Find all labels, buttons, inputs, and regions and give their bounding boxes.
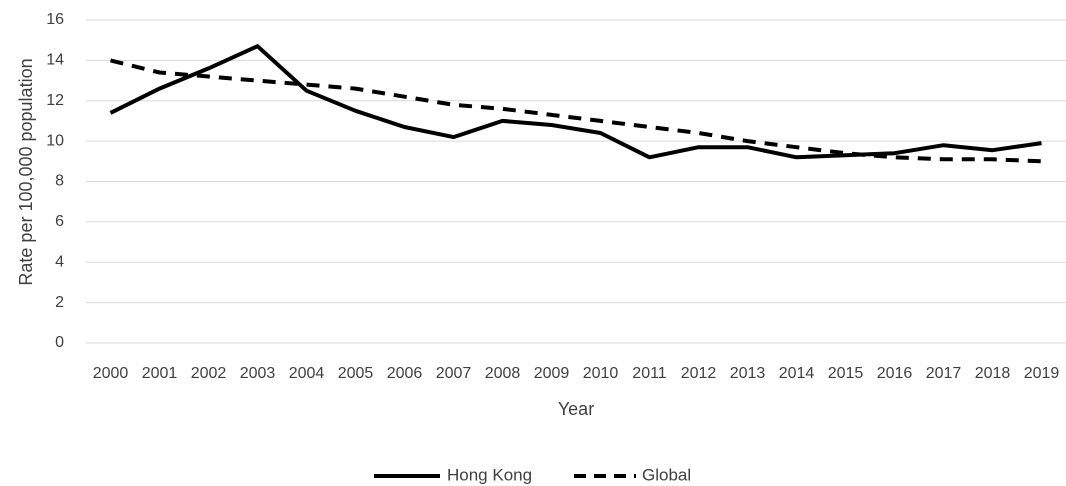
series-line-global	[110, 58, 1042, 164]
x-tick-label: 2011	[632, 365, 667, 382]
x-tick-label: 2002	[191, 365, 227, 382]
x-tick-label: 2015	[828, 365, 864, 382]
y-tick-label: 2	[55, 294, 64, 311]
legend-label-global: Global	[642, 465, 691, 484]
series-lines	[109, 44, 1042, 164]
y-axis-ticks: 0 2 4 6 8 10 12 14 16	[46, 11, 64, 351]
y-tick-label: 6	[55, 213, 64, 230]
y-tick-label: 0	[55, 334, 64, 351]
series-line-hong-kong	[109, 44, 1042, 160]
x-tick-label: 2008	[485, 365, 521, 382]
x-tick-label: 2016	[877, 365, 913, 382]
legend-label-hong-kong: Hong Kong	[447, 465, 532, 484]
y-tick-label: 12	[46, 92, 64, 109]
x-tick-label: 2000	[93, 365, 129, 382]
x-axis-ticks: 2000 2001 2002 2003 2004 2005 2006 2007 2008 2009…	[93, 365, 1060, 382]
x-tick-label: 2014	[779, 365, 815, 382]
x-tick-label: 2019	[1024, 365, 1060, 382]
x-tick-label: 2001	[142, 365, 178, 382]
y-tick-label: 4	[55, 253, 64, 270]
x-tick-label: 2009	[534, 365, 570, 382]
x-tick-label: 2007	[436, 365, 472, 382]
x-tick-label: 2003	[240, 365, 276, 382]
legend: Hong Kong Global	[374, 465, 691, 484]
y-tick-label: 14	[46, 52, 64, 69]
x-tick-label: 2012	[681, 365, 717, 382]
y-tick-label: 16	[46, 11, 64, 28]
x-tick-label: 2013	[730, 365, 766, 382]
x-tick-label: 2010	[583, 365, 619, 382]
y-tick-label: 8	[55, 173, 64, 190]
x-axis-title: Year	[558, 399, 594, 419]
x-tick-label: 2005	[338, 365, 374, 382]
x-tick-label: 2004	[289, 365, 325, 382]
y-axis-title: Rate per 100,000 population	[16, 58, 36, 285]
x-tick-label: 2006	[387, 365, 423, 382]
x-tick-label: 2017	[926, 365, 962, 382]
y-tick-label: 10	[46, 132, 64, 149]
gridlines	[86, 19, 1066, 344]
x-tick-label: 2018	[975, 365, 1011, 382]
